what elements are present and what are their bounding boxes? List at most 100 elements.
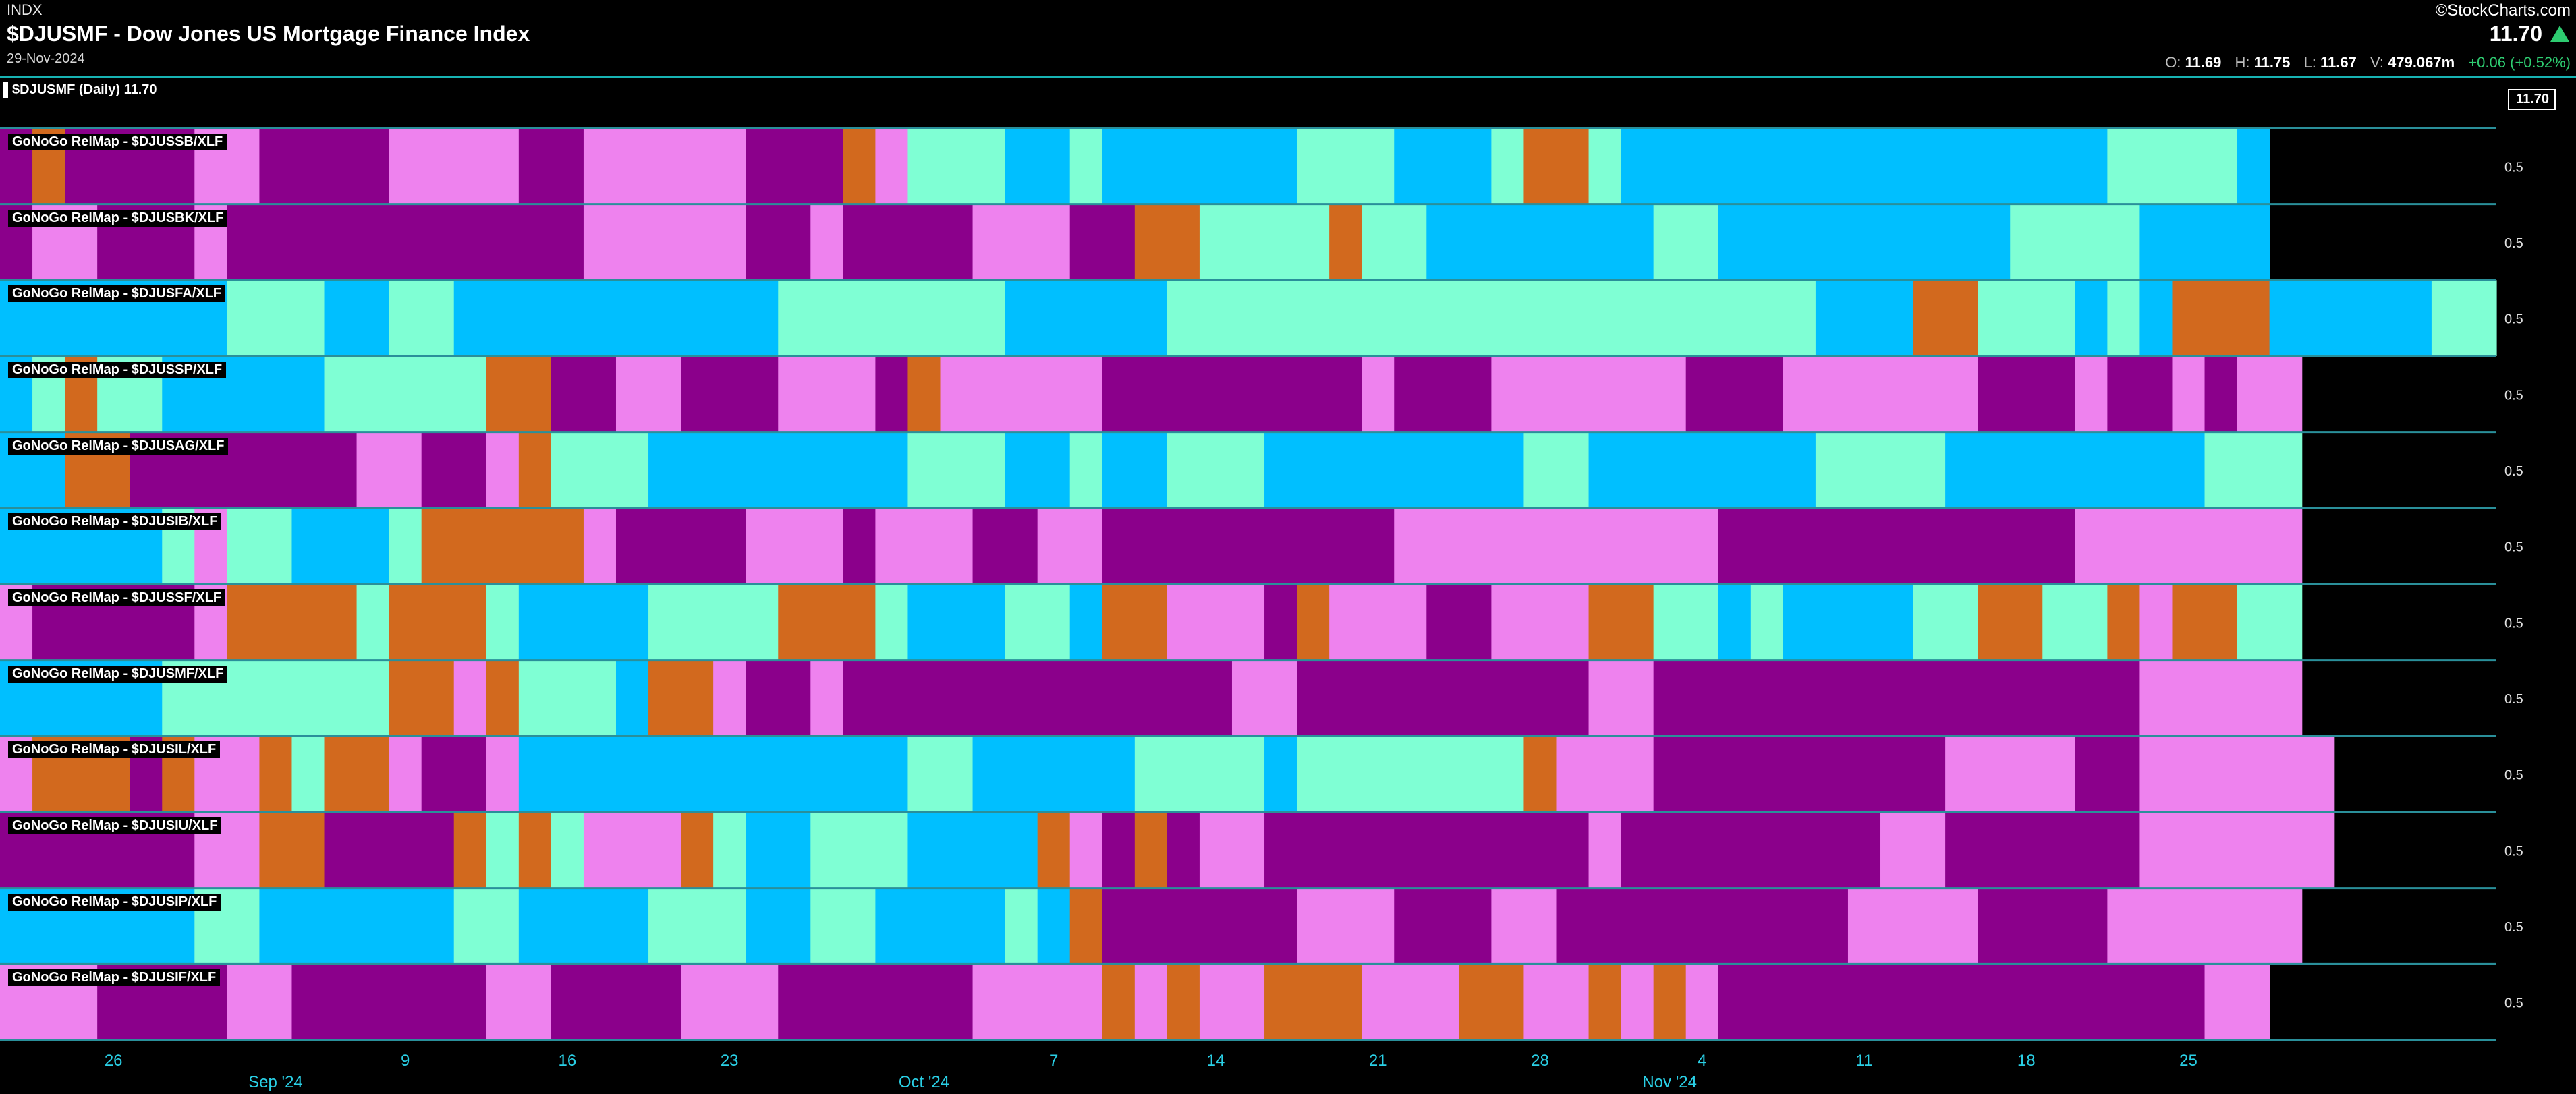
heatmap-cell — [615, 660, 649, 737]
heatmap-cell — [1621, 964, 1654, 1040]
low-value: 11.67 — [2320, 54, 2357, 71]
heatmap-cell — [810, 812, 909, 888]
heatmap-cell — [1653, 660, 2141, 737]
heatmap-cell — [1880, 812, 1946, 888]
heatmap-cell — [389, 508, 422, 584]
heatmap-cell — [972, 508, 1038, 584]
x-tick-label: 4 — [1698, 1052, 1706, 1070]
heatmap-cell — [1588, 660, 1654, 737]
heatmap-cell — [324, 812, 455, 888]
heatmap-cell — [1426, 584, 1492, 660]
high-value: 11.75 — [2253, 54, 2291, 71]
heatmap-cell — [1783, 356, 1978, 432]
heatmap-cell — [1394, 356, 1492, 432]
row-label: GoNoGo RelMap - $DJUSIL/XLF — [8, 741, 221, 759]
heatmap-cell — [810, 660, 843, 737]
heatmap-cell — [2172, 356, 2206, 432]
heatmap-cell — [518, 660, 617, 737]
heatmap-cell — [843, 508, 876, 584]
heatmap-cell — [1297, 660, 1590, 737]
heatmap-cell — [1134, 964, 1168, 1040]
heatmap-cell — [2075, 736, 2141, 812]
heatmap-cell — [324, 280, 390, 356]
heatmap-cell — [551, 432, 649, 509]
heatmap-cell — [1426, 204, 1654, 281]
heatmap-cell — [1588, 964, 1622, 1040]
heatmap-cell — [291, 736, 325, 812]
heatmap-cell — [2075, 280, 2108, 356]
heatmap-cell — [518, 128, 584, 204]
heatmap-cell — [2237, 128, 2270, 204]
heatmap-cell — [681, 356, 779, 432]
heatmap-cell — [1329, 204, 1362, 281]
heatmap-cell — [1037, 812, 1071, 888]
brand-label[interactable]: ©StockCharts.com — [2435, 1, 2571, 20]
row-label: GoNoGo RelMap - $DJUSBK/XLF — [8, 209, 228, 227]
heatmap-cell — [227, 508, 293, 584]
heatmap-cell — [972, 964, 1103, 1040]
right-axis-value: 0.5 — [2504, 160, 2523, 175]
heatmap-cell — [2139, 280, 2173, 356]
heatmap-cell — [1978, 584, 2043, 660]
heatmap-cell — [227, 964, 293, 1040]
heatmap-cell — [778, 964, 974, 1040]
heatmap-cell — [1945, 736, 2075, 812]
heatmap-cell — [746, 660, 811, 737]
high-label: H: — [2235, 54, 2250, 71]
last-price: 11.70 — [2489, 22, 2542, 46]
heatmap-cell — [583, 128, 746, 204]
right-axis-value: 0.5 — [2504, 768, 2523, 783]
row-label: GoNoGo RelMap - $DJUSIF/XLF — [8, 969, 221, 987]
heatmap-cell — [1588, 128, 1622, 204]
right-axis-value: 0.5 — [2504, 616, 2523, 631]
heatmap-cell — [1588, 812, 1622, 888]
heatmap-cell — [1653, 584, 1719, 660]
heatmap-cell — [2042, 584, 2108, 660]
heatmap-cell — [1362, 356, 1395, 432]
heatmap-cell — [1005, 128, 1071, 204]
heatmap-cell — [1588, 432, 1816, 509]
month-label: Oct '24 — [899, 1073, 949, 1091]
heatmap-cell — [681, 812, 714, 888]
heatmap-cell — [875, 128, 909, 204]
heatmap-cell — [1102, 128, 1297, 204]
heatmap-cell — [907, 356, 941, 432]
heatmap-cell — [746, 204, 811, 281]
heatmap-cell — [518, 584, 649, 660]
heatmap-cell — [453, 812, 487, 888]
row-label: GoNoGo RelMap - $DJUSFA/XLF — [8, 285, 226, 303]
heatmap-cell — [1621, 128, 2108, 204]
open-value: 11.69 — [2185, 54, 2222, 71]
heatmap-cell — [907, 128, 1006, 204]
right-axis-value: 0.5 — [2504, 920, 2523, 935]
row-label: GoNoGo RelMap - $DJUSAG/XLF — [8, 437, 229, 455]
right-axis-value: 0.5 — [2504, 540, 2523, 555]
exchange-label: INDX — [7, 1, 43, 18]
row-label: GoNoGo RelMap - $DJUSMF/XLF — [8, 665, 228, 683]
heatmap-cell — [875, 888, 1006, 965]
heatmap-cell — [389, 280, 455, 356]
heatmap-cell — [1653, 736, 1946, 812]
heatmap-cell — [1069, 584, 1103, 660]
right-axis-value: 0.5 — [2504, 388, 2523, 403]
x-tick-label: 11 — [1856, 1052, 1873, 1070]
heatmap-cell — [2431, 280, 2497, 356]
heatmap-cell — [324, 736, 390, 812]
heatmap-cell — [1005, 280, 1168, 356]
heatmap-cell — [2139, 584, 2173, 660]
heatmap-cell — [2139, 660, 2303, 737]
heatmap-cell — [1297, 888, 1395, 965]
volume-value: 479.067m — [2388, 54, 2455, 71]
heatmap-cell — [2139, 736, 2335, 812]
heatmap-cell — [227, 584, 358, 660]
heatmap-cell — [907, 584, 1006, 660]
x-tick-label: 18 — [2017, 1052, 2036, 1070]
heatmap-cell — [1005, 584, 1071, 660]
heatmap-cell — [1394, 128, 1492, 204]
heatmap-cell — [1167, 964, 1200, 1040]
heatmap-cell — [648, 660, 714, 737]
heatmap-cell — [1945, 432, 2206, 509]
heatmap-cell — [1167, 432, 1265, 509]
heatmap-cell — [1102, 964, 1136, 1040]
